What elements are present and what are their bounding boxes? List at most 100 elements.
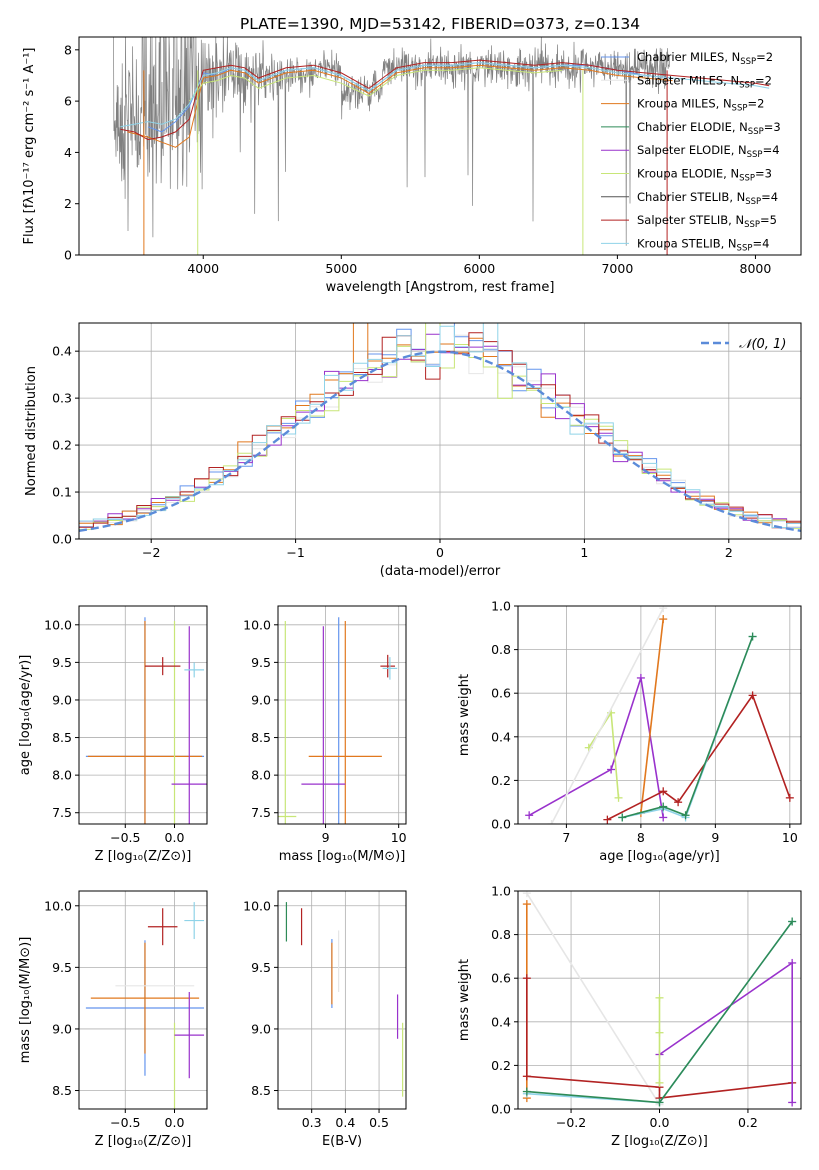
y-tick-label: 10.0 [44,617,72,632]
y-tick-label: 8.5 [251,730,271,745]
error-bar-point [301,626,346,824]
mass-weight-marker [525,811,534,820]
y-tick-label: 0.0 [52,532,72,547]
x-tick-label: 9 [711,830,719,845]
x-tick-label: 0.5 [369,1115,389,1130]
residual-histogram-step [79,332,801,539]
mass-weight-marker [674,798,683,807]
error-bar-point [147,908,178,946]
mass-weight-marker [655,1028,664,1037]
mass-weight-marker [748,691,757,700]
y-tick-label: 0.1 [52,485,72,500]
mass-weight-marker [522,900,531,909]
x-axis-label: mass [log₁₀(M/M⊙)] [279,849,406,864]
error-bar-point [382,657,398,680]
x-tick-label: 7000 [601,261,633,276]
weight-vs-age-panel: 7 8 9 10 0.0 0.2 0.4 0.6 0.8 1.0 age [log₁₀(age/yr… [457,599,802,864]
y-tick-label: 9.0 [251,1021,271,1036]
y-tick-label: 0.2 [491,773,511,788]
plot-area [113,37,770,255]
legend-entry: Salpeter STELIB, NSSP=5 [637,213,777,230]
y-axis-label: mass weight [457,959,472,1041]
x-tick-label: 4000 [187,261,219,276]
mass-weight-marker [655,993,664,1002]
mass-weight-marker [603,815,612,824]
mass-weight-marker [522,891,531,898]
y-tick-label: 9.0 [52,692,72,707]
axes-frame [517,605,802,825]
x-axis-label: wavelength [Angstrom, rest frame] [326,280,555,295]
y-tick-label: 8 [64,42,72,57]
x-tick-label: 6000 [463,261,495,276]
mass-weight-line [622,636,754,819]
mass-weight-marker [659,787,668,796]
y-tick-label: 7.5 [52,805,72,820]
legend-entry: Kroupa STELIB, NSSP=4 [637,236,769,253]
plot-area [522,891,797,1109]
x-axis-label: E(B-V) [322,1134,362,1149]
mass-weight-marker [636,673,645,682]
x-tick-label: 10 [782,830,798,845]
y-tick-label: 10.0 [243,898,271,913]
plot-area [278,617,398,824]
mass-weight-line [607,693,791,821]
normal-reference-curve [79,350,801,532]
axes-frame [78,36,802,256]
mass-weight-marker [788,958,797,967]
plot-area [285,902,404,1097]
mass-weight-line [526,892,661,1106]
y-tick-label: 0.4 [491,1014,511,1029]
mass-weight-marker [655,1098,664,1107]
mass-weight-marker [618,813,627,822]
y-axis-label: mass [log₁₀(M/M⊙)] [18,937,33,1064]
y-tick-label: 1.0 [491,884,511,899]
observed-spectrum-line [113,37,671,246]
mass-weight-line [528,677,664,818]
mass-weight-marker [614,793,623,802]
legend-entry: Salpeter MILES, NSSP=2 [637,73,772,90]
y-axis-label: mass weight [457,674,472,756]
spectrum-legend: Chabrier MILES, NSSP=2 Salpeter MILES, NS… [601,50,781,253]
x-tick-label: −2 [142,545,160,560]
x-tick-label: 0.0 [165,1115,185,1130]
mass-weight-marker [681,811,690,820]
model-fit-line [120,62,770,128]
legend-entry: 𝒩(0, 1) [739,337,786,352]
y-tick-label: 8.5 [52,1083,72,1098]
mass-weight-marker [607,765,616,774]
y-tick-label: 0.8 [491,927,511,942]
x-tick-label: 9 [322,830,330,845]
x-tick-label: 1 [580,545,588,560]
x-tick-label: −0.2 [556,1115,586,1130]
error-bar-point [380,654,396,678]
residuals-panel: −2 −1 0 1 2 0.0 0.1 0.2 0.3 0.4 (data-model)/error… [24,322,802,579]
x-tick-label: −0.5 [110,1115,140,1130]
mass-weight-marker [748,632,757,641]
y-tick-label: 2 [64,196,72,211]
axes-frame [277,890,407,1110]
mass-weight-marker [522,1072,531,1081]
y-tick-label: 9.5 [251,960,271,975]
x-tick-label: 2 [725,545,733,560]
mass-weight-marker [522,1087,531,1096]
x-tick-label: 0.0 [165,830,185,845]
mass-weight-line [588,710,620,798]
x-tick-label: 7 [562,830,570,845]
mass-weight-line [659,961,794,1103]
y-tick-label: 10.0 [44,898,72,913]
error-bar-point [174,991,205,1079]
legend-entry: Chabrier MILES, NSSP=2 [637,50,773,67]
mass-vs-Z-panel: −0.5 0.0 8.5 9.0 9.5 10.0 Z [log₁₀(Z/Z⊙)] mass … [18,890,208,1149]
x-axis-label: Z [log₁₀(Z/Z⊙)] [611,1134,708,1149]
mass-weight-marker [788,1098,797,1107]
y-tick-label: 9.5 [251,655,271,670]
y-tick-label: 8.0 [251,768,271,783]
age-vs-mass-panel: 9 10 7.5 8.0 8.5 9.0 9.5 10.0 mass [log₁₀(M/M⊙)] [243,605,407,864]
plot-area [85,902,205,1109]
y-tick-label: 9.0 [251,692,271,707]
legend-entry: Kroupa MILES, NSSP=2 [637,97,764,114]
model-fit-line [120,59,770,141]
mass-weight-marker [659,813,668,822]
plot-area [79,323,801,539]
